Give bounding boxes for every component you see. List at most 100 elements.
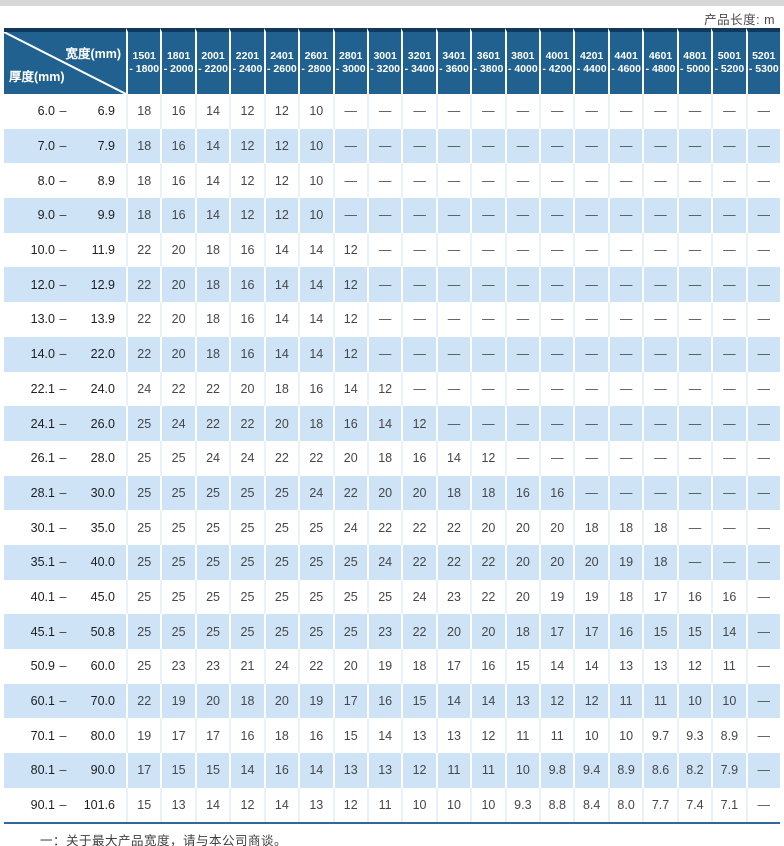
- value-cell: 12: [401, 406, 436, 441]
- value-cell: —: [607, 128, 643, 164]
- value-cell: —: [711, 267, 746, 303]
- value-cell: 25: [160, 475, 195, 511]
- footnote: 一：关于最大产品宽度，请与本公司商谈。: [40, 834, 288, 846]
- value-cell: 14: [263, 302, 299, 337]
- value-cell: 20: [160, 302, 195, 337]
- value-cell: —: [573, 267, 608, 303]
- value-cell: 18: [194, 267, 230, 303]
- row-label: 45.1–50.8: [4, 614, 126, 649]
- value-cell: —: [573, 232, 608, 268]
- value-cell: 25: [229, 614, 264, 649]
- value-cell: 18: [607, 510, 643, 545]
- value-cell: 18: [229, 683, 264, 719]
- row-label: 35.1–40.0: [4, 544, 126, 580]
- value-cell: 25: [298, 544, 333, 580]
- value-cell: 16: [229, 267, 264, 303]
- value-cell: 18: [298, 406, 333, 441]
- value-cell: 8.4: [573, 787, 608, 823]
- row-label: 90.1–101.6: [4, 787, 126, 823]
- value-cell: 16: [607, 614, 643, 649]
- value-cell: 14: [263, 267, 299, 303]
- value-cell: 18: [470, 475, 505, 511]
- value-cell: —: [745, 198, 780, 233]
- value-cell: 17: [573, 614, 608, 649]
- row-label: 14.0–22.0: [4, 336, 126, 372]
- value-cell: 12: [229, 128, 264, 164]
- value-cell: —: [711, 440, 746, 476]
- value-cell: —: [745, 302, 780, 337]
- value-cell: 25: [229, 579, 264, 615]
- value-cell: 25: [194, 475, 230, 511]
- value-cell: 14: [194, 198, 230, 233]
- value-cell: —: [676, 267, 712, 303]
- value-cell: 10: [401, 787, 436, 823]
- row-label: 40.1–45.0: [4, 579, 126, 615]
- value-cell: —: [745, 614, 780, 649]
- value-cell: 12: [470, 440, 505, 476]
- value-cell: —: [745, 753, 780, 788]
- value-cell: 25: [263, 475, 299, 511]
- value-cell: 16: [298, 371, 333, 407]
- value-cell: 20: [504, 544, 540, 580]
- value-cell: 25: [160, 440, 195, 476]
- value-cell: 14: [298, 753, 333, 788]
- value-cell: 23: [366, 614, 402, 649]
- value-cell: 18: [263, 718, 299, 754]
- row-label: 30.1–35.0: [4, 510, 126, 545]
- value-cell: —: [745, 649, 780, 684]
- value-cell: —: [745, 232, 780, 268]
- value-cell: —: [401, 267, 436, 303]
- value-cell: —: [504, 94, 540, 129]
- value-cell: 14: [298, 267, 333, 303]
- value-cell: —: [607, 302, 643, 337]
- value-cell: 24: [366, 544, 402, 580]
- value-cell: 17: [194, 718, 230, 754]
- value-cell: —: [401, 94, 436, 129]
- value-cell: —: [470, 336, 505, 372]
- col-header: 2801- 3000: [332, 28, 367, 94]
- col-header: 4201- 4400: [573, 28, 608, 94]
- value-cell: —: [642, 163, 677, 199]
- value-cell: 22: [298, 440, 333, 476]
- value-cell: —: [539, 440, 574, 476]
- value-cell: —: [573, 128, 608, 164]
- value-cell: —: [366, 302, 402, 337]
- value-cell: —: [435, 371, 471, 407]
- value-cell: 17: [332, 683, 367, 719]
- value-cell: 10: [298, 128, 333, 164]
- value-cell: 20: [504, 579, 540, 615]
- value-cell: —: [435, 232, 471, 268]
- value-cell: 18: [194, 232, 230, 268]
- value-cell: —: [366, 94, 402, 129]
- value-cell: 20: [539, 510, 574, 545]
- value-cell: 25: [126, 440, 161, 476]
- value-cell: 12: [470, 718, 505, 754]
- value-cell: —: [711, 336, 746, 372]
- width-header-label: 宽度(mm): [65, 47, 121, 61]
- value-cell: 12: [676, 649, 712, 684]
- value-cell: 22: [194, 406, 230, 441]
- value-cell: 25: [298, 614, 333, 649]
- value-cell: 17: [160, 718, 195, 754]
- row-label: 70.1–80.0: [4, 718, 126, 754]
- value-cell: 15: [401, 683, 436, 719]
- value-cell: 24: [160, 406, 195, 441]
- row-label: 8.0–8.9: [4, 163, 126, 199]
- value-cell: —: [676, 198, 712, 233]
- value-cell: 18: [126, 163, 161, 199]
- value-cell: 23: [160, 649, 195, 684]
- value-cell: 14: [298, 232, 333, 268]
- row-label: 7.0–7.9: [4, 128, 126, 164]
- value-cell: —: [470, 371, 505, 407]
- value-cell: —: [366, 232, 402, 268]
- value-cell: —: [676, 440, 712, 476]
- value-cell: —: [401, 336, 436, 372]
- value-cell: 25: [160, 510, 195, 545]
- value-cell: 25: [126, 475, 161, 511]
- value-cell: 14: [470, 683, 505, 719]
- value-cell: —: [745, 787, 780, 823]
- value-cell: 18: [126, 198, 161, 233]
- value-cell: 22: [401, 544, 436, 580]
- value-cell: 25: [160, 544, 195, 580]
